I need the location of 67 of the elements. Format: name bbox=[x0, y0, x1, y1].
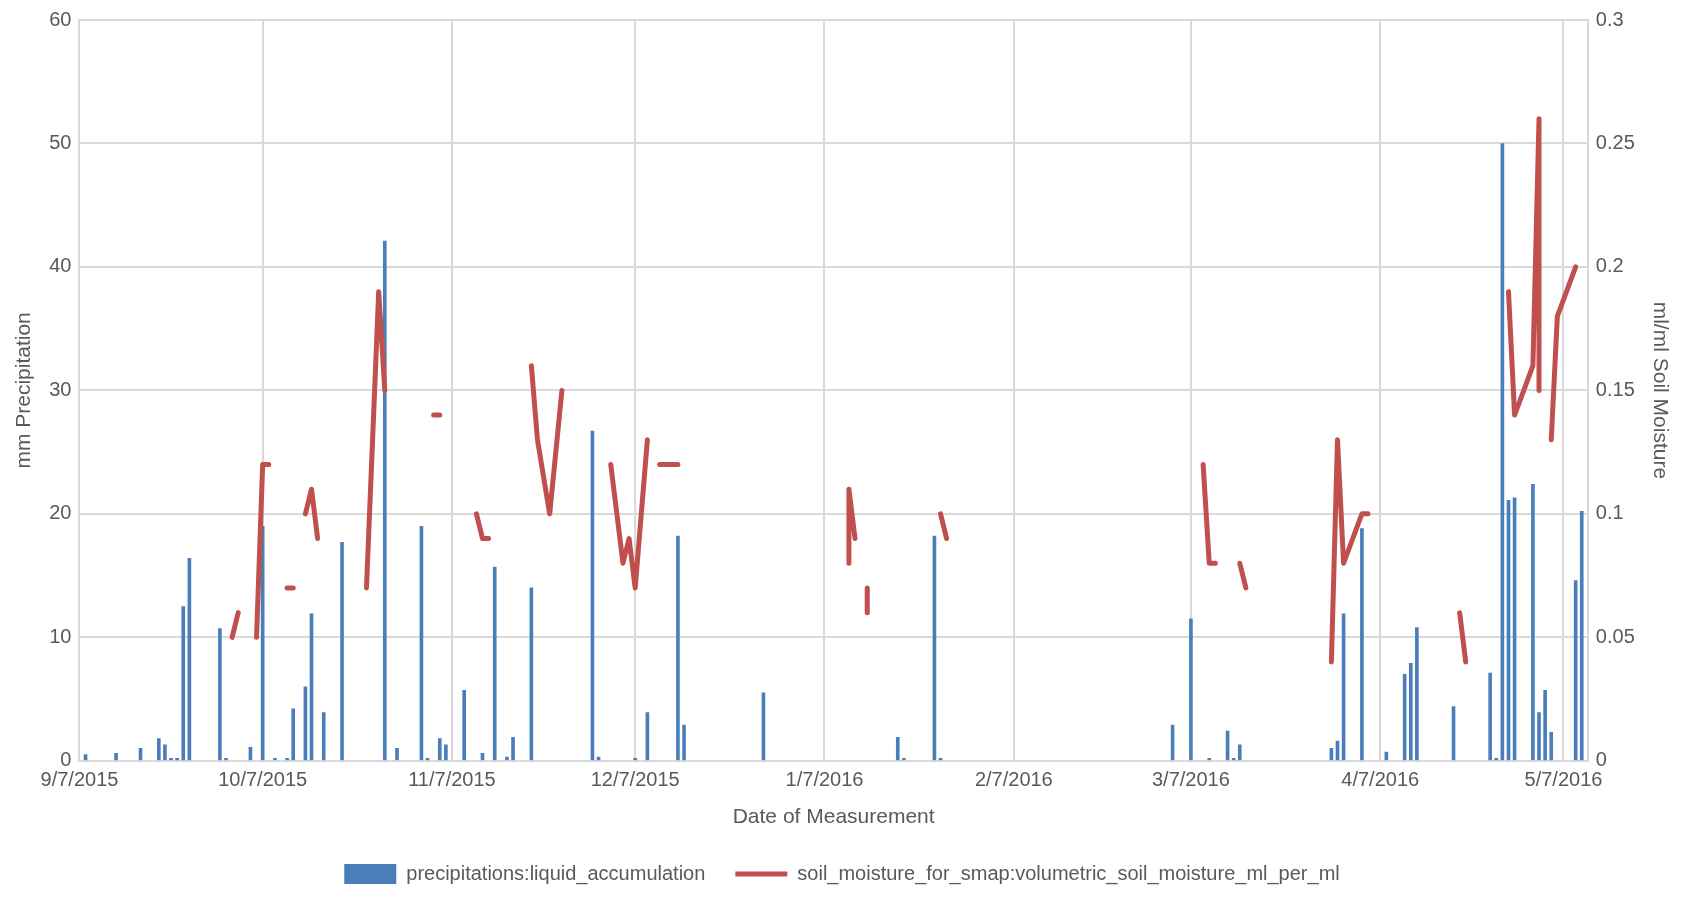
bar bbox=[1189, 618, 1193, 761]
bar bbox=[169, 758, 173, 761]
y-tick-label: 20 bbox=[49, 501, 72, 524]
y-tick-label: 0 bbox=[60, 748, 72, 771]
bar bbox=[1549, 732, 1554, 761]
bar bbox=[273, 758, 277, 761]
x-tick-label: 5/7/2016 bbox=[1524, 768, 1603, 791]
bar bbox=[1207, 758, 1212, 761]
y-tick-label: 60 bbox=[49, 7, 72, 30]
bar bbox=[511, 737, 515, 761]
bar bbox=[395, 748, 399, 761]
bar bbox=[1415, 627, 1419, 761]
bar bbox=[224, 758, 228, 761]
bar bbox=[1543, 690, 1547, 761]
bar bbox=[163, 744, 167, 761]
y-axis-title: mm Precipitation bbox=[11, 312, 35, 469]
x-tick-label: 9/7/2015 bbox=[40, 768, 119, 791]
x-tick-label: 4/7/2016 bbox=[1341, 768, 1420, 791]
bar bbox=[1537, 712, 1541, 761]
bar bbox=[1408, 662, 1413, 761]
x-tick-label: 11/7/2015 bbox=[408, 768, 496, 791]
bar bbox=[462, 690, 467, 761]
y2-tick-label: 0.1 bbox=[1595, 501, 1624, 524]
legend-label: soil_moisture_for_smap:volumetric_soil_moisture_ml_per_ml bbox=[797, 861, 1340, 885]
bar bbox=[1579, 511, 1584, 761]
y-tick-label: 40 bbox=[49, 254, 72, 277]
bar bbox=[340, 541, 344, 761]
y2-tick-label: 0.2 bbox=[1595, 254, 1624, 277]
y-tick-label: 50 bbox=[49, 130, 72, 153]
bar bbox=[218, 628, 222, 761]
bar bbox=[1531, 483, 1535, 761]
y-tick-label: 10 bbox=[49, 624, 72, 647]
legend-label: precipitations:liquid_accumulation bbox=[406, 861, 706, 885]
bar bbox=[444, 744, 448, 761]
bar bbox=[633, 758, 638, 761]
bar bbox=[382, 240, 387, 761]
bar bbox=[1237, 744, 1242, 761]
bar bbox=[1494, 758, 1499, 761]
x-tick-label: 10/7/2015 bbox=[218, 768, 308, 791]
x-tick-label: 2/7/2016 bbox=[974, 768, 1053, 791]
bar bbox=[175, 758, 179, 761]
bar bbox=[181, 606, 186, 761]
y2-tick-label: 0.3 bbox=[1595, 7, 1624, 30]
bar bbox=[895, 737, 900, 761]
y2-tick-label: 0.15 bbox=[1595, 377, 1635, 400]
bar bbox=[437, 738, 442, 761]
bar bbox=[505, 756, 509, 761]
bar bbox=[1488, 672, 1492, 761]
bar bbox=[291, 708, 296, 761]
bar bbox=[114, 753, 118, 761]
bar bbox=[492, 566, 497, 761]
x-axis-title: Date of Measurement bbox=[732, 804, 935, 828]
bar bbox=[321, 712, 326, 761]
y2-axis-title: ml/ml Soil Moisture bbox=[1649, 301, 1673, 480]
y2-tick-label: 0.25 bbox=[1595, 130, 1635, 153]
bar bbox=[902, 758, 906, 761]
y-tick-label: 30 bbox=[49, 377, 72, 400]
bar bbox=[682, 724, 686, 761]
bar bbox=[285, 758, 289, 761]
y2-tick-label: 0 bbox=[1595, 748, 1607, 771]
x-tick-label: 3/7/2016 bbox=[1151, 768, 1230, 791]
bar bbox=[1360, 528, 1364, 761]
x-tick-label: 12/7/2015 bbox=[590, 768, 680, 791]
x-tick-label: 1/7/2016 bbox=[785, 768, 864, 791]
bar bbox=[676, 535, 680, 761]
y2-tick-label: 0.05 bbox=[1595, 624, 1635, 647]
bar bbox=[157, 738, 161, 761]
